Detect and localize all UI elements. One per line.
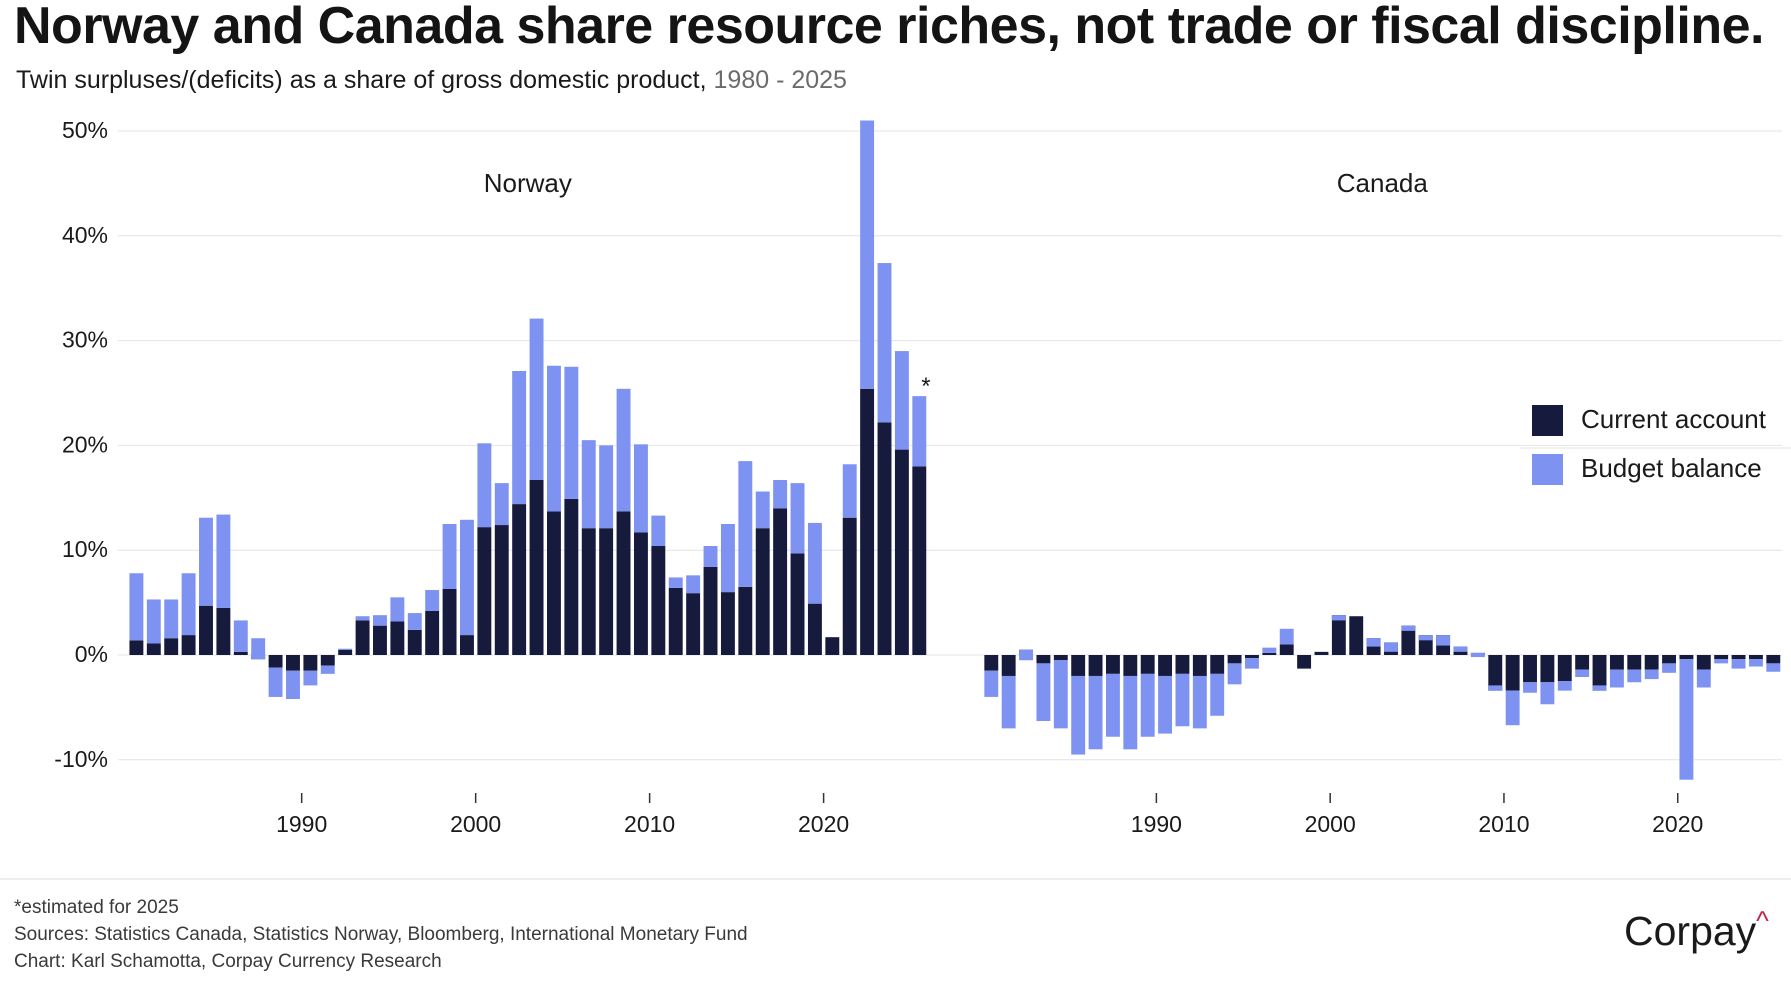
svg-text:30%: 30% bbox=[62, 327, 108, 353]
svg-text:Current account: Current account bbox=[1581, 404, 1767, 434]
svg-text:50%: 50% bbox=[62, 117, 108, 143]
svg-text:40%: 40% bbox=[62, 222, 108, 248]
svg-text:Norway: Norway bbox=[484, 168, 572, 198]
svg-text:Canada: Canada bbox=[1337, 168, 1429, 198]
svg-text:2020: 2020 bbox=[1652, 811, 1703, 837]
svg-text:0%: 0% bbox=[75, 641, 108, 667]
svg-text:2020: 2020 bbox=[798, 811, 849, 837]
svg-text:20%: 20% bbox=[62, 431, 108, 457]
svg-text:10%: 10% bbox=[62, 536, 108, 562]
svg-text:2000: 2000 bbox=[450, 811, 501, 837]
svg-text:-10%: -10% bbox=[54, 746, 108, 772]
svg-text:*: * bbox=[921, 373, 930, 400]
svg-text:1990: 1990 bbox=[1131, 811, 1182, 837]
svg-text:2010: 2010 bbox=[1478, 811, 1529, 837]
svg-text:1990: 1990 bbox=[276, 811, 327, 837]
svg-text:2000: 2000 bbox=[1305, 811, 1356, 837]
svg-text:Budget balance: Budget balance bbox=[1581, 453, 1762, 483]
svg-text:2010: 2010 bbox=[624, 811, 675, 837]
